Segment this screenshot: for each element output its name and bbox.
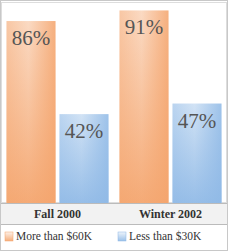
bar-fill	[60, 114, 109, 203]
bar-fill	[120, 10, 169, 203]
data-labels: 86% 42% 91% 47%	[12, 15, 217, 143]
bar	[120, 10, 169, 203]
bar-base	[60, 114, 109, 203]
bars	[7, 10, 222, 203]
data-label: 47%	[178, 109, 217, 133]
bar	[7, 21, 56, 203]
data-label: 42%	[65, 119, 104, 143]
bar-fill	[7, 21, 56, 203]
category-label: Fall 2000	[34, 207, 81, 221]
baseline	[1, 203, 227, 204]
legend-label: Less than $30K	[129, 230, 202, 242]
data-label: 91%	[125, 15, 164, 39]
plot-frame	[2, 3, 227, 203]
bar-shade	[60, 114, 109, 203]
bar-fill	[173, 104, 222, 203]
bar-base	[7, 21, 56, 203]
outer-border	[1, 1, 228, 251]
legend-swatch	[5, 232, 13, 241]
bar	[60, 114, 109, 203]
legend-swatch	[118, 232, 126, 241]
bar-base	[173, 104, 222, 203]
legend-label: More than $60K	[16, 230, 93, 242]
category-label: Winter 2002	[139, 207, 202, 221]
data-label: 86%	[12, 26, 51, 50]
bar-shade	[120, 10, 169, 203]
bar-shade	[7, 21, 56, 203]
legend: More than $60K Less than $30K	[5, 230, 202, 242]
bar-shade	[173, 104, 222, 203]
category-band	[1, 204, 227, 224]
bar-base	[120, 10, 169, 203]
chart-container: 86% 42% 91% 47% Fall 2000 Winter 2002 More tha…	[0, 0, 228, 251]
bar	[173, 104, 222, 203]
chart-svg: 86% 42% 91% 47% Fall 2000 Winter 2002 More tha…	[0, 0, 228, 251]
band-line	[1, 224, 227, 225]
